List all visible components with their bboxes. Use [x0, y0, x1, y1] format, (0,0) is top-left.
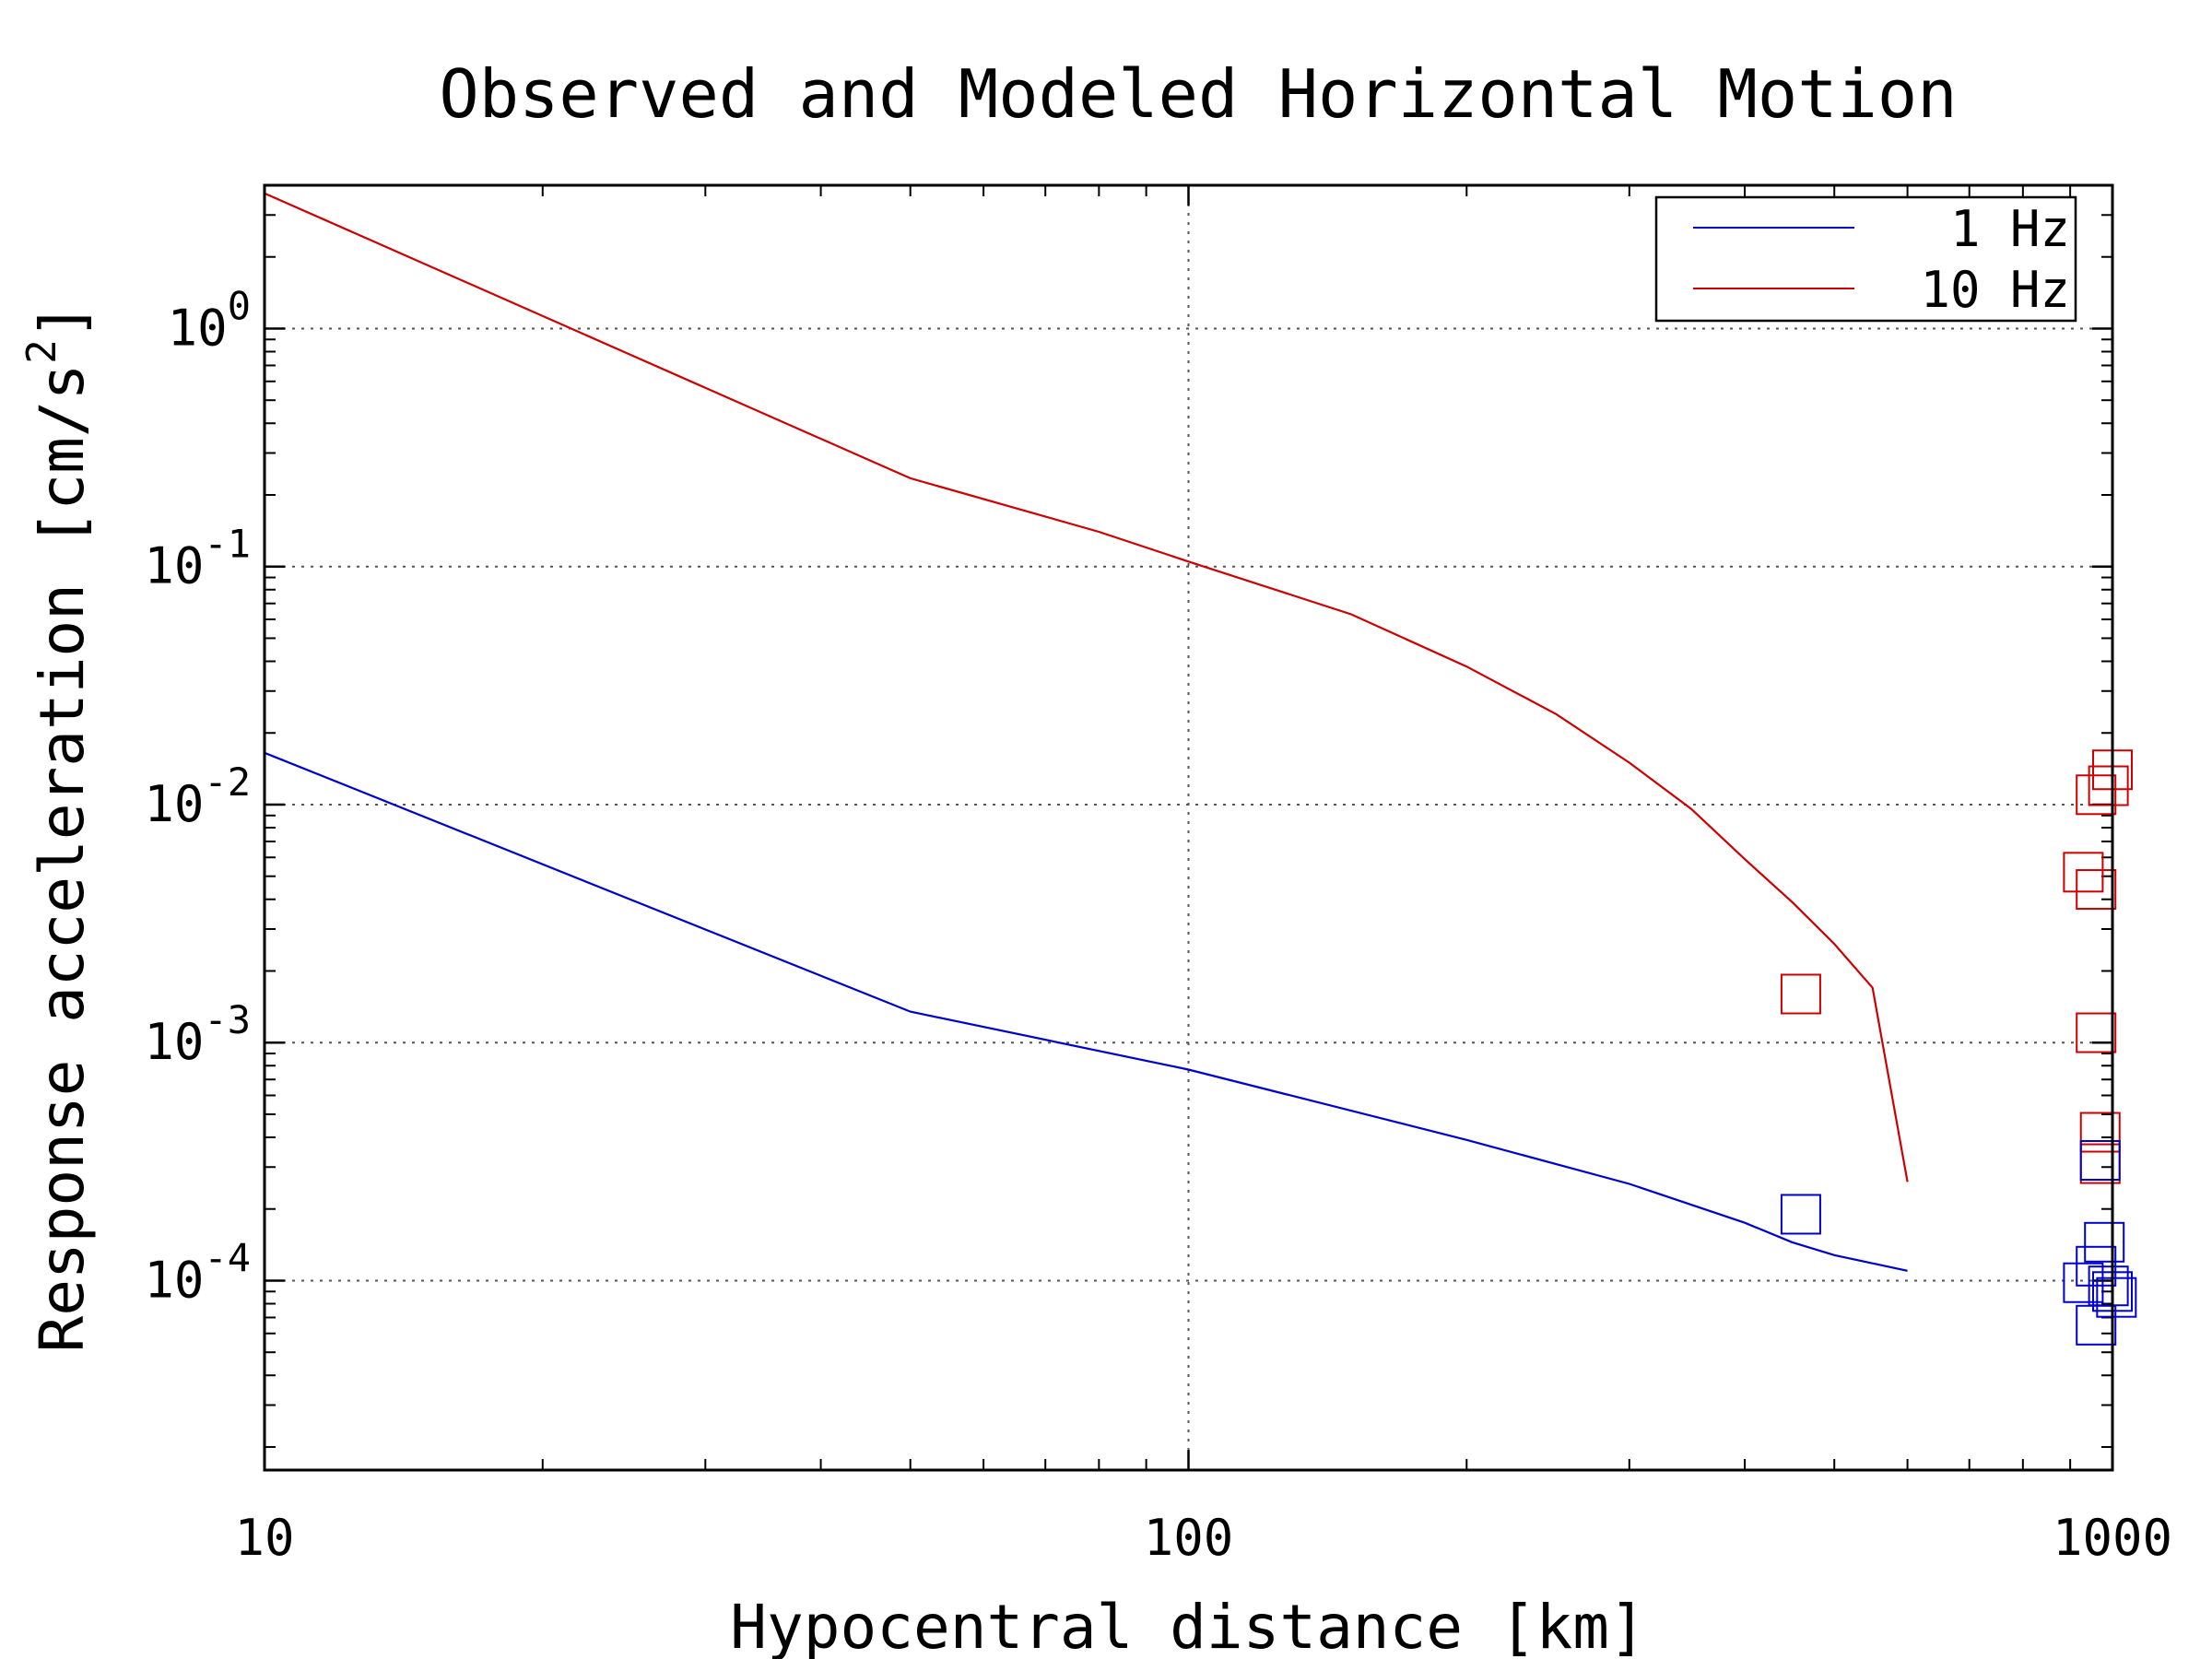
observed-square-marker — [2088, 765, 2129, 806]
observed-square-marker — [2079, 1112, 2121, 1153]
minor-tick-layer — [263, 185, 2114, 1470]
y-axis-label-sup: 2 — [18, 339, 65, 364]
x-tick-label: 1000 — [2053, 1509, 2172, 1567]
y-tick-label: 10-1 — [144, 522, 251, 595]
y-axis-label-suffix: ] — [27, 302, 98, 339]
observed-square-marker — [2076, 774, 2117, 816]
grid-layer — [265, 185, 2112, 1470]
legend: 1 Hz 10 Hz — [1654, 195, 2077, 323]
observed-square-marker — [2063, 852, 2104, 893]
observed-square-marker — [2076, 869, 2117, 911]
observed-square-marker — [2088, 1265, 2129, 1307]
observed-square-marker — [1780, 1194, 1821, 1235]
observed-square-marker — [2084, 1221, 2125, 1263]
y-tick-label: 100 — [168, 283, 251, 357]
observed-square-marker — [2076, 1012, 2117, 1053]
x-axis-label: Hypocentral distance [km] — [730, 1592, 1645, 1659]
y-axis-label: Response acceleration [cm/s2] — [18, 302, 98, 1352]
x-tick-label: 10 — [234, 1509, 294, 1567]
observed-square-marker — [1780, 973, 1821, 1015]
legend-label-10hz: 10 Hz — [1920, 261, 2070, 319]
chart-title: Observed and Modeled Horizontal Motion — [439, 55, 1957, 133]
x-tick-label: 100 — [1144, 1509, 1234, 1567]
model-line-1hz — [264, 751, 1908, 1272]
plot-frame — [263, 183, 2114, 1472]
y-tick-label: 10-2 — [144, 759, 251, 833]
y-axis-label-main: Response acceleration [cm/s — [27, 364, 98, 1353]
legend-label-1hz: 1 Hz — [1950, 200, 2070, 258]
y-tick-label: 10-4 — [144, 1235, 251, 1309]
observed-square-marker — [2079, 1140, 2121, 1182]
model-line-10hz — [264, 192, 1909, 1182]
observed-square-marker — [2063, 1262, 2104, 1303]
y-tick-labels: 100 10-1 10-2 10-3 10-4 — [144, 283, 251, 1309]
y-tick-label: 10-3 — [144, 997, 251, 1071]
series-layer — [264, 192, 2137, 1346]
x-tick-labels: 10 100 1000 — [234, 1509, 2172, 1567]
observed-square-marker — [2096, 1277, 2137, 1318]
legend-box — [1654, 195, 2077, 323]
